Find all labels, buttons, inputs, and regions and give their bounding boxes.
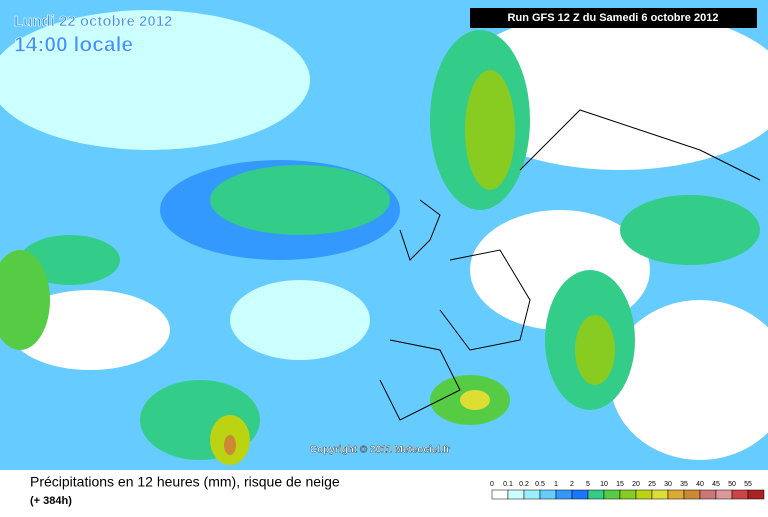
time: 14:00 locale <box>14 34 133 57</box>
legend-label: 25 <box>648 481 656 488</box>
date: Lundi 22 octobre 2012 <box>14 13 172 30</box>
legend-label: 55 <box>744 481 752 488</box>
legend-label: 50 <box>728 481 736 488</box>
legend-swatch <box>731 489 749 500</box>
legend-swatch <box>587 489 605 500</box>
legend-label: 5 <box>586 481 590 488</box>
legend-label: 45 <box>712 481 720 488</box>
legend-swatch <box>635 489 653 500</box>
legend-swatch <box>667 489 685 500</box>
legend: 0 0.1 0.2 0.5 1 2 5 10 15 20 25 30 35 40 45 50 55 <box>490 481 765 500</box>
legend-swatch <box>491 489 509 500</box>
legend-swatch <box>683 489 701 500</box>
legend-swatch <box>747 489 765 500</box>
run-box <box>470 8 757 28</box>
precip-field <box>0 0 768 470</box>
legend-swatch <box>715 489 733 500</box>
legend-label: 0.1 <box>503 481 513 488</box>
legend-label: 0.5 <box>535 481 545 488</box>
copyright: Copyright © 2011 Meteociel.fr <box>310 445 450 456</box>
legend-label: 35 <box>680 481 688 488</box>
legend-label: 30 <box>664 481 672 488</box>
legend-label: 10 <box>600 481 608 488</box>
legend-label: 20 <box>632 481 640 488</box>
run-info: Run GFS 12 Z du Samedi 6 octobre 2012 <box>508 12 719 24</box>
footer-lead: (+ 384h) <box>30 495 72 507</box>
legend-label: 1 <box>554 481 558 488</box>
legend-label: 40 <box>696 481 704 488</box>
legend-swatch <box>507 489 525 500</box>
legend-swatch <box>539 489 557 500</box>
legend-label: 2 <box>570 481 574 488</box>
footer-title: Précipitations en 12 heures (mm), risque… <box>30 474 340 490</box>
legend-label: 0 <box>490 481 494 488</box>
legend-label: 15 <box>616 481 624 488</box>
legend-label: 0.2 <box>519 481 529 488</box>
legend-swatch <box>603 489 621 500</box>
legend-swatch <box>555 489 573 500</box>
legend-swatch <box>651 489 669 500</box>
legend-swatch <box>699 489 717 500</box>
legend-swatch <box>571 489 589 500</box>
legend-swatch <box>619 489 637 500</box>
legend-swatch <box>523 489 541 500</box>
